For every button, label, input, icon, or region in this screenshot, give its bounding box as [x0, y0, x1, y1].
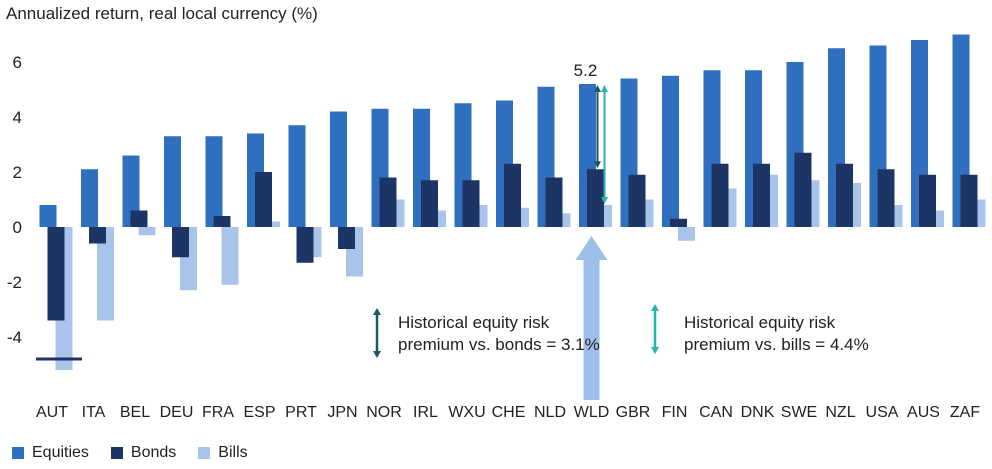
wld-highlight-arrow-shaft: [583, 258, 600, 400]
bar-bonds-ita: [89, 227, 106, 244]
y-tick-label: 6: [13, 53, 22, 72]
bar-equities-jpn: [330, 111, 347, 227]
bar-bonds-bel: [130, 210, 148, 227]
x-tick-label-irl: IRL: [413, 404, 438, 421]
x-tick-label-zaf: ZAF: [950, 404, 980, 421]
x-tick-label-jpn: JPN: [327, 404, 357, 421]
y-tick-label: -4: [7, 328, 22, 347]
bar-bonds-zaf: [960, 174, 978, 227]
bar-bonds-wxu: [462, 180, 480, 227]
x-tick-label-swe: SWE: [781, 404, 817, 421]
bar-bonds-deu: [172, 227, 189, 258]
x-tick-label-nor: NOR: [366, 404, 402, 421]
bar-equities-fra: [205, 136, 223, 227]
x-tick-label-can: CAN: [699, 404, 733, 421]
legend-swatch-equities: [12, 447, 24, 459]
bar-equities-ita: [81, 169, 98, 227]
x-tick-label-prt: PRT: [285, 404, 317, 421]
wld-equity-value-label: 5.2: [574, 61, 598, 80]
bar-bonds-nor: [379, 177, 397, 227]
bills-premium-arrow-head-top: [601, 85, 608, 92]
bar-equities-deu: [164, 136, 181, 227]
bar-bills-ita: [97, 227, 114, 321]
x-tick-label-wxu: WXU: [448, 404, 485, 421]
bills-legend-arrow-icon-head-top: [651, 304, 659, 311]
x-tick-label-usa: USA: [866, 404, 899, 421]
x-tick-label-ita: ITA: [82, 404, 106, 421]
bar-bonds-nzl: [836, 163, 853, 227]
x-tick-label-nzl: NZL: [825, 404, 855, 421]
bar-bonds-esp: [255, 172, 272, 227]
bar-bonds-aus: [919, 174, 936, 227]
bonds-legend-arrow-icon-head-top: [373, 308, 381, 315]
x-tick-label-che: CHE: [492, 404, 526, 421]
bar-bills-fin: [678, 227, 695, 241]
bonds-premium-arrow-head-top: [594, 85, 601, 92]
bar-equities-fin: [662, 75, 679, 227]
y-axis-title: Annualized return, real local currency (…: [6, 4, 318, 23]
x-tick-label-fra: FRA: [202, 404, 234, 421]
x-tick-label-nld: NLD: [534, 404, 566, 421]
bills-premium-text-line1: Historical equity risk: [684, 313, 836, 332]
bar-bonds-dnk: [753, 163, 770, 227]
legend-swatch-bills: [198, 447, 211, 459]
bar-equities-prt: [288, 125, 306, 227]
bills-premium-arrow-head-bottom: [601, 197, 608, 204]
legend-swatch-bonds: [110, 447, 123, 459]
bar-bonds-fra: [213, 216, 231, 227]
bar-bonds-gbr: [628, 174, 646, 227]
legend-label-bonds: Bonds: [130, 444, 177, 461]
bar-bonds-aut: [47, 227, 65, 321]
bills-premium-text-line2: premium vs. bills = 4.4%: [684, 335, 869, 354]
x-tick-label-bel: BEL: [120, 404, 150, 421]
bonds-premium-arrow-head-bottom: [594, 161, 601, 169]
bonds-premium-text-line2: premium vs. bonds = 3.1%: [398, 335, 600, 354]
bar-bonds-swe: [794, 152, 812, 227]
bonds-premium-text-line1: Historical equity risk: [398, 313, 550, 332]
y-tick-label: -2: [7, 273, 22, 292]
legend-label-equities: Equities: [32, 444, 89, 461]
chart-area: -4 -2 0 2 4 6 AUT ITA BEL DEU FRA ESP PRT JPN NOR IRL WX…: [7, 34, 986, 421]
legend-item-equities: Equities: [12, 444, 89, 462]
x-tick-label-aut: AUT: [36, 404, 68, 421]
legend: Equities Bonds Bills: [12, 444, 248, 462]
bonds-legend-arrow-icon-head-bottom: [373, 351, 381, 358]
legend-item-bonds: Bonds: [110, 444, 177, 462]
bar-bonds-prt: [296, 227, 314, 263]
x-tick-label-wld: WLD: [574, 404, 610, 421]
x-tick-label-esp: ESP: [243, 404, 275, 421]
y-tick-label: 4: [13, 108, 22, 127]
bar-bonds-jpn: [338, 227, 355, 249]
bar-bonds-usa: [877, 169, 895, 227]
bar-equities-bel: [122, 155, 140, 227]
bar-bonds-can: [711, 163, 729, 227]
bar-bills-fra: [221, 227, 239, 285]
y-tick-label: 0: [13, 218, 22, 237]
x-tick-label-dnk: DNK: [741, 404, 775, 421]
bar-bonds-che: [504, 163, 521, 227]
bar-bonds-irl: [421, 180, 438, 227]
x-tick-label-aus: AUS: [907, 404, 940, 421]
legend-label-bills: Bills: [218, 444, 248, 461]
legend-item-bills: Bills: [198, 444, 248, 462]
bar-bills-bel: [138, 227, 156, 236]
x-tick-label-deu: DEU: [160, 404, 194, 421]
x-tick-label-gbr: GBR: [616, 404, 651, 421]
wld-highlight-arrow-head: [575, 236, 608, 260]
bills-legend-arrow-icon-head-bottom: [651, 347, 659, 354]
bar-bonds-wld: [587, 169, 604, 227]
bar-bonds-fin: [670, 218, 687, 227]
bar-equities-aut: [39, 205, 57, 227]
x-tick-label-fin: FIN: [662, 404, 688, 421]
bar-bonds-nld: [545, 177, 563, 227]
y-tick-label: 2: [13, 163, 22, 182]
